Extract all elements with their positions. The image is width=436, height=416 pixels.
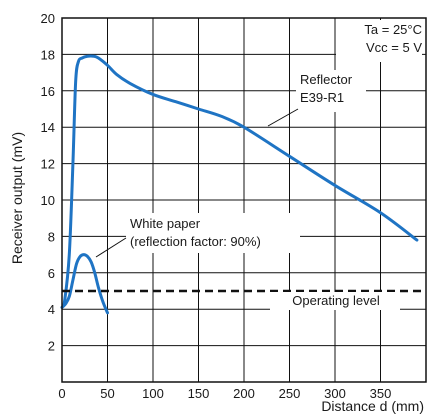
y-tick-label: 2 xyxy=(48,339,55,354)
y-tick-label: 20 xyxy=(41,11,55,26)
reflector-label-line1: Reflector xyxy=(300,72,353,87)
reflector-series-line xyxy=(60,54,419,309)
y-tick-label: 14 xyxy=(41,120,55,135)
reflector-leader-line xyxy=(267,108,299,127)
white-paper-label-line2: (reflection factor: 90%) xyxy=(130,234,261,249)
operating-level-label: Operating level xyxy=(292,293,380,308)
condition-voltage: Vcc = 5 V xyxy=(366,40,422,55)
y-axis-label: Receiver output (mV) xyxy=(9,132,25,264)
white-paper-leader-line xyxy=(95,237,127,258)
x-tick-label: 300 xyxy=(324,386,346,401)
conditions-box xyxy=(336,20,422,62)
y-tick-label: 4 xyxy=(48,302,55,317)
reflector-label-box xyxy=(296,70,366,112)
y-tick-labels: 2 4 6 8 10 12 14 16 18 20 xyxy=(41,11,55,354)
x-tick-label: 0 xyxy=(58,386,65,401)
y-tick-label: 8 xyxy=(48,229,55,244)
x-tick-label: 100 xyxy=(142,386,164,401)
operating-level-label-box xyxy=(270,292,400,310)
x-tick-label: 150 xyxy=(188,386,210,401)
x-tick-label: 50 xyxy=(100,386,114,401)
x-tick-label: 350 xyxy=(370,386,392,401)
x-tick-labels: 0 50 100 150 200 250 300 350 xyxy=(58,386,391,401)
x-tick-label: 250 xyxy=(279,386,301,401)
plot-frame xyxy=(61,17,427,383)
y-tick-label: 12 xyxy=(41,157,55,172)
x-axis-label: Distance d (mm) xyxy=(321,398,424,414)
reflector-label-line2: E39-R1 xyxy=(300,90,344,105)
y-tick-label: 10 xyxy=(41,193,55,208)
x-tick-label: 200 xyxy=(233,386,255,401)
white-paper-label-box xyxy=(126,213,300,253)
y-tick-label: 6 xyxy=(48,266,55,281)
white-paper-series-line xyxy=(60,253,109,315)
white-paper-label-line1: White paper xyxy=(130,216,201,231)
y-tick-label: 18 xyxy=(41,47,55,62)
y-tick-label: 16 xyxy=(41,84,55,99)
condition-temperature: Ta = 25°C xyxy=(364,22,422,37)
